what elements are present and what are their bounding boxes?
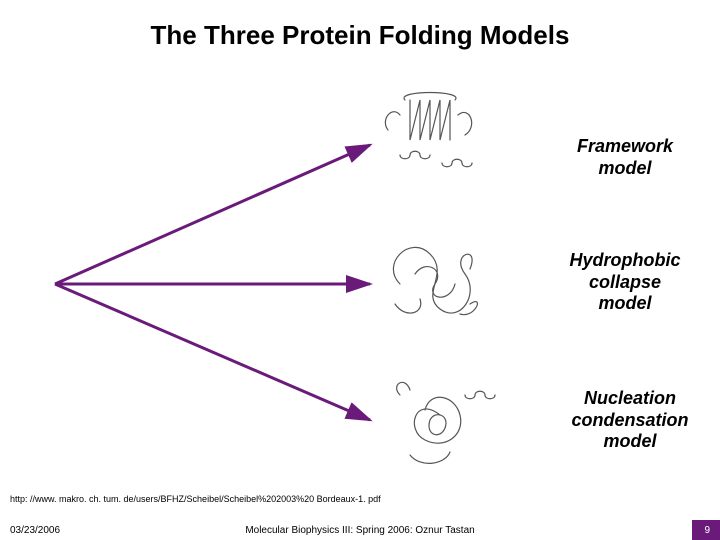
sketch-wrap-framework xyxy=(370,85,510,210)
arrow-lines xyxy=(55,145,370,420)
sketch-collapse xyxy=(370,224,510,344)
arrow-0 xyxy=(55,145,370,284)
footer: 03/23/2006 Molecular Biophysics III: Spr… xyxy=(0,518,720,540)
arrow-2 xyxy=(55,284,370,420)
sketch-wrap-collapse xyxy=(370,224,510,349)
footer-course: Molecular Biophysics III: Spring 2006: O… xyxy=(0,525,720,536)
model-label-0: Frameworkmodel xyxy=(555,136,695,179)
sketch-framework xyxy=(370,85,510,205)
model-label-2: Nucleationcondensationmodel xyxy=(555,388,705,453)
source-citation: http: //www. makro. ch. tum. de/users/BF… xyxy=(10,494,381,504)
sketch-nucleation xyxy=(370,360,510,480)
model-label-1: Hydrophobiccollapsemodel xyxy=(555,250,695,315)
slide: The Three Protein Folding Models Framewo… xyxy=(0,0,720,540)
page-number: 9 xyxy=(704,525,710,536)
sketch-wrap-nucleation xyxy=(370,360,510,485)
